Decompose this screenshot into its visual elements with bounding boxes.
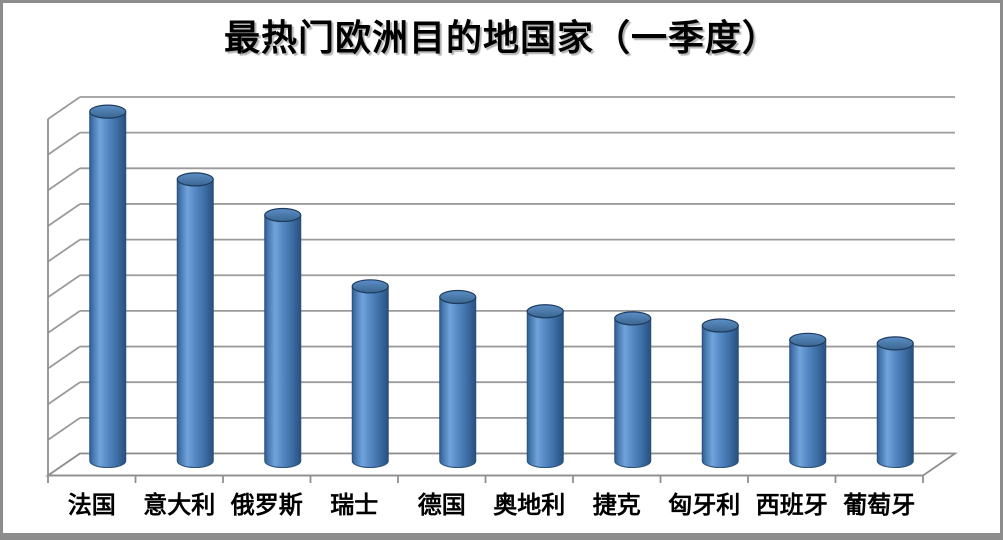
- cylinder-bar-body[interactable]: [614, 318, 652, 468]
- side-wall-gridline: [47, 203, 81, 227]
- cylinder-bar-top[interactable]: [351, 279, 389, 294]
- side-wall-gridline: [47, 238, 81, 263]
- side-wall-gridline: [47, 167, 81, 192]
- side-wall-gridline: [47, 345, 81, 370]
- cylinder-bar-body[interactable]: [439, 296, 477, 468]
- cylinder-bar-body[interactable]: [701, 325, 739, 468]
- category-label: 瑞士: [330, 492, 378, 519]
- cylinder-bar-body[interactable]: [876, 343, 914, 468]
- category-label: 奥地利: [493, 491, 565, 519]
- cylinder-bar-top[interactable]: [264, 207, 302, 223]
- cylinder-bar-top[interactable]: [789, 332, 827, 347]
- cylinder-bar-body[interactable]: [789, 339, 827, 468]
- cylinder-bar-top[interactable]: [701, 318, 739, 333]
- cylinder-bar-top[interactable]: [176, 172, 214, 187]
- side-wall-gridline: [47, 381, 81, 405]
- cylinder-bar-top[interactable]: [526, 304, 564, 319]
- category-label: 捷克: [593, 492, 641, 519]
- cylinder-bar-body[interactable]: [264, 214, 302, 468]
- cylinder-bar-body[interactable]: [351, 286, 389, 468]
- cylinder-bar-body[interactable]: [526, 311, 564, 468]
- side-wall-gridline: [47, 131, 81, 156]
- side-wall-gridline: [47, 310, 81, 334]
- cylinder-bar-body[interactable]: [176, 179, 214, 468]
- cylinder-bar-top[interactable]: [89, 104, 127, 119]
- category-label: 意大利: [143, 491, 215, 519]
- cylinder-bar-top[interactable]: [876, 336, 914, 351]
- cylinder-bar-body[interactable]: [89, 111, 127, 468]
- cylinder-bar-top[interactable]: [614, 311, 652, 326]
- category-label: 德国: [418, 491, 466, 519]
- category-label: 法国: [68, 492, 116, 519]
- plot-area: 法国 意大利 俄罗斯 瑞士 德国 奥地利 捷克 匈牙利 西班牙 葡萄牙: [45, 96, 958, 519]
- category-label: 西班牙: [756, 492, 828, 519]
- side-wall-gridline: [47, 96, 81, 120]
- category-label: 葡萄牙: [842, 492, 915, 519]
- side-wall-gridline: [47, 274, 81, 298]
- category-label: 匈牙利: [668, 492, 740, 519]
- cylinder-bar-top[interactable]: [439, 289, 477, 305]
- side-wall-gridline: [47, 417, 81, 441]
- category-label: 俄罗斯: [230, 492, 303, 519]
